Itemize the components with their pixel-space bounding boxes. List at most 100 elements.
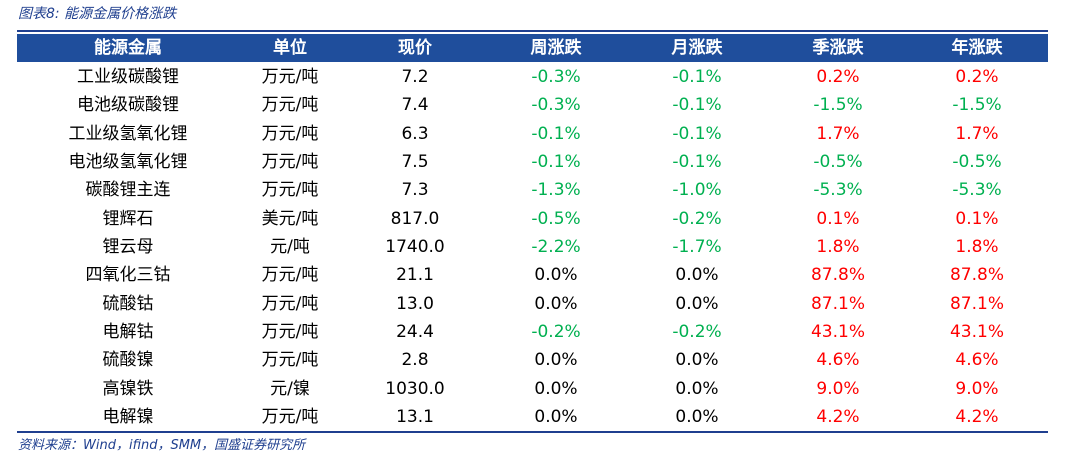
table-cell: 1740.0 (385, 237, 445, 257)
table-cell: 电池级氢氧化锂 (68, 152, 188, 172)
header-cell: 年涨跌 (951, 38, 1003, 58)
table-cell: 电池级碳酸锂 (77, 95, 179, 116)
table-cell: 0.0% (534, 350, 578, 371)
table-cell: 万元/吨 (261, 265, 319, 286)
table-cell: 四氧化三钴 (85, 265, 171, 286)
table-cell: 1.7% (816, 123, 860, 144)
table-cell: 万元/吨 (261, 95, 319, 116)
table-cell: -1.3% (531, 180, 581, 201)
table-cell: 7.2 (401, 67, 429, 87)
table-cell: 0.0% (675, 293, 719, 314)
table-cell: 元/镍 (270, 378, 310, 399)
source: 资料来源：Wind，ifind，SMM，国盛证券研究所 (18, 438, 306, 453)
table-cell: 4.2% (955, 407, 999, 427)
table-cell: 万元/吨 (261, 67, 319, 87)
table-cell: 7.5 (401, 152, 429, 172)
table-cell: 0.0% (675, 407, 719, 427)
table-cell: 1.8% (955, 237, 999, 257)
table-cell: 0.2% (816, 67, 860, 87)
table-cell: -0.5% (813, 152, 863, 172)
table-cell: -0.3% (531, 67, 581, 87)
table-cell: 0.0% (534, 265, 578, 286)
table-cell: 0.0% (675, 350, 719, 371)
header-cell: 周涨跌 (530, 38, 582, 58)
table-cell: 87.1% (810, 293, 866, 314)
table-cell: 元/吨 (270, 237, 310, 257)
table-cell: 9.0% (816, 378, 860, 399)
table-cell: 0.1% (816, 208, 860, 229)
table-cell: 0.0% (675, 265, 719, 286)
table-cell: -0.1% (672, 123, 722, 144)
table-cell: -5.3% (952, 180, 1002, 201)
header-cell: 现价 (398, 38, 432, 58)
table-cell: 万元/吨 (261, 180, 319, 201)
table-cell: 21.1 (396, 265, 434, 286)
table-cell: 13.1 (396, 407, 434, 427)
header-cell: 月涨跌 (671, 38, 723, 58)
table-cell: 电解镍 (102, 407, 154, 427)
header-cell: 单位 (273, 38, 307, 58)
table-cell: 锂辉石 (102, 208, 154, 229)
table-cell: -0.2% (531, 322, 581, 342)
table-cell: -0.1% (531, 152, 581, 172)
table-cell: 碳酸锂主连 (85, 180, 171, 201)
table-cell: 硫酸镍 (102, 350, 154, 371)
table-cell: 0.0% (534, 407, 578, 427)
table-cell: -0.2% (672, 322, 722, 342)
table-cell: -2.2% (531, 237, 581, 257)
header-cell: 季涨跌 (812, 38, 864, 58)
table-cell: 锂云母 (102, 237, 154, 257)
table-cell: 87.8% (949, 265, 1005, 286)
table-cell: 工业级氢氧化锂 (68, 123, 188, 144)
table-cell: 万元/吨 (261, 293, 319, 314)
table-cell: -1.0% (672, 180, 722, 201)
table-cell: 4.6% (816, 350, 860, 371)
table-cell: -0.1% (672, 152, 722, 172)
table-cell: -0.1% (672, 67, 722, 87)
table-cell: -0.2% (672, 208, 722, 229)
table-cell: -1.7% (672, 237, 722, 257)
header-row (17, 34, 1048, 62)
caption: 图表8: 能源金属价格涨跌 (18, 6, 177, 22)
table-cell: -0.1% (531, 123, 581, 144)
table-cell: 0.2% (955, 67, 999, 87)
bottom-rule (17, 431, 1048, 433)
table-cell: 4.2% (816, 407, 860, 427)
table-cell: 硫酸钴 (102, 293, 154, 314)
table-cell: 817.0 (390, 208, 440, 229)
table-cell: 万元/吨 (261, 123, 319, 144)
table-cell: 1.8% (816, 237, 860, 257)
table-cell: 24.4 (396, 322, 434, 342)
table-cell: 9.0% (955, 378, 999, 399)
table-cell: -1.5% (952, 95, 1002, 116)
table-cell: 万元/吨 (261, 350, 319, 371)
table-cell: 0.0% (675, 378, 719, 399)
table-cell: 43.1% (949, 322, 1005, 342)
table-cell: 6.3 (401, 123, 429, 144)
table-cell: 工业级碳酸锂 (77, 67, 179, 87)
table-cell: -0.3% (531, 95, 581, 116)
table-cell: 1030.0 (385, 378, 445, 399)
table-cell: -0.1% (672, 95, 722, 116)
table-cell: 美元/吨 (261, 208, 319, 229)
table-cell: 1.7% (955, 123, 999, 144)
table-cell: 13.0 (396, 293, 434, 314)
table-cell: 7.3 (401, 180, 429, 201)
table-cell: 万元/吨 (261, 407, 319, 427)
table-cell: -5.3% (813, 180, 863, 201)
table-cell: -1.5% (813, 95, 863, 116)
table-cell: 万元/吨 (261, 322, 319, 342)
table-cell: 7.4 (401, 95, 429, 116)
header-cell: 能源金属 (94, 38, 162, 58)
table-cell: -0.5% (952, 152, 1002, 172)
table-cell: 87.8% (810, 265, 866, 286)
table-cell: -0.5% (531, 208, 581, 229)
table-cell: 43.1% (810, 322, 866, 342)
table-cell: 0.0% (534, 293, 578, 314)
table-cell: 电解钴 (102, 322, 154, 342)
table-cell: 高镍铁 (102, 378, 154, 399)
table-cell: 0.1% (955, 208, 999, 229)
table-cell: 4.6% (955, 350, 999, 371)
top-rule (17, 30, 1048, 32)
